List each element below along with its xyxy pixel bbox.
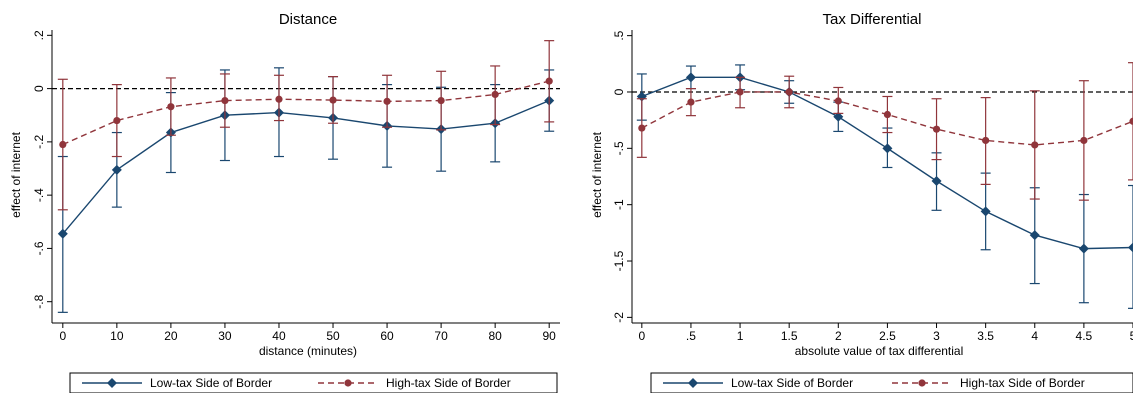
y-tick-label: -.5 <box>612 141 626 155</box>
legend-label: High-tax Side of Border <box>386 376 511 390</box>
y-tick-label: .2 <box>32 30 46 40</box>
data-point-diamond <box>882 143 893 154</box>
data-point-circle <box>1031 141 1039 149</box>
y-tick-label: -.6 <box>32 241 46 255</box>
data-point-circle <box>736 88 744 96</box>
x-tick-label: 0 <box>638 329 645 343</box>
x-tick-label: 1.5 <box>781 329 798 343</box>
legend-label: Low-tax Side of Border <box>150 376 272 390</box>
y-tick-label: -.8 <box>32 294 46 308</box>
series-low-tax <box>57 67 555 313</box>
y-tick-label: -2 <box>612 312 626 323</box>
data-point-circle <box>221 96 229 105</box>
x-tick-label: 90 <box>543 329 557 343</box>
data-point-circle <box>834 97 842 105</box>
chart-panel-1: Distance -.8 -.6 -.4 -.2 0 .2 0 10 20 30 40 50 60 70 80… <box>9 11 560 393</box>
data-point-circle <box>437 96 445 105</box>
chart-title: Tax Differential <box>823 11 922 28</box>
chart-panel-2: Tax Differential -2 -1.5 -1 -.5 0 .5 0 .5 1 1.5 2 2.… <box>590 11 1133 393</box>
x-tick-label: 2 <box>835 329 842 343</box>
y-tick-label: -.2 <box>32 135 46 149</box>
x-tick-label: 0 <box>59 329 66 343</box>
y-tick-label: 0 <box>32 85 46 92</box>
x-tick-label: 20 <box>164 329 178 343</box>
data-point-circle <box>59 140 67 149</box>
y-tick-label: -.4 <box>32 188 46 202</box>
data-point-circle <box>687 98 695 106</box>
series-line <box>62 99 550 235</box>
data-point-diamond <box>980 206 991 217</box>
y-tick-label: -1.5 <box>612 250 626 271</box>
data-point-circle <box>883 110 892 119</box>
data-point-circle <box>638 124 646 132</box>
series-low-tax <box>636 64 1133 309</box>
data-point-circle <box>491 90 499 99</box>
data-point-diamond <box>57 228 68 239</box>
data-point-circle <box>383 97 391 105</box>
data-point-circle <box>545 77 553 85</box>
y-tick-label: -1 <box>612 199 626 210</box>
legend-marker-diamond <box>107 378 117 388</box>
y-axis-label: effect of internet <box>9 131 23 218</box>
x-tick-label: 80 <box>488 329 502 343</box>
x-tick-label: .5 <box>686 329 696 343</box>
data-point-diamond <box>1128 242 1133 253</box>
legend-marker-diamond <box>688 378 698 388</box>
legend: Low-tax Side of Border High-tax Side of B… <box>650 372 1133 393</box>
data-point-circle <box>785 88 793 96</box>
data-point-circle <box>1080 136 1088 145</box>
series-line <box>62 80 550 146</box>
data-point-circle <box>113 116 121 125</box>
x-tick-label: 70 <box>434 329 448 343</box>
data-point-circle <box>167 103 175 111</box>
series-high-tax <box>57 40 555 211</box>
x-tick-label: 60 <box>380 329 394 343</box>
chart-title: Distance <box>279 11 337 28</box>
legend-box <box>69 372 558 393</box>
data-point-circle <box>932 125 941 133</box>
x-tick-label: 2.5 <box>879 329 896 343</box>
x-tick-label: 10 <box>110 329 124 343</box>
data-point-circle <box>1129 117 1133 125</box>
y-axis-label: effect of internet <box>590 131 604 218</box>
x-tick-label: 1 <box>737 329 744 343</box>
data-point-circle <box>982 136 990 145</box>
x-tick-label: 50 <box>326 329 340 343</box>
x-tick-label: 5 <box>1130 329 1133 343</box>
x-tick-label: 3 <box>933 329 940 343</box>
y-tick-label: .5 <box>612 30 626 40</box>
data-point-diamond <box>833 111 844 122</box>
x-axis-label: distance (minutes) <box>259 344 357 358</box>
data-point-diamond <box>931 176 942 187</box>
legend-label: Low-tax Side of Border <box>731 376 853 390</box>
y-tick-label: 0 <box>612 88 626 95</box>
x-axis-label: absolute value of tax differential <box>795 344 964 358</box>
legend-marker-circle <box>344 379 352 387</box>
legend-marker-circle <box>918 379 926 387</box>
data-point-diamond <box>1029 230 1040 241</box>
x-tick-label: 30 <box>218 329 232 343</box>
x-tick-label: 4.5 <box>1076 329 1093 343</box>
series-high-tax <box>636 62 1133 201</box>
x-tick-label: 4 <box>1031 329 1038 343</box>
legend-label: High-tax Side of Border <box>960 376 1085 390</box>
data-point-diamond <box>1078 243 1089 254</box>
x-tick-label: 40 <box>272 329 286 343</box>
legend: Low-tax Side of Border High-tax Side of B… <box>69 372 558 393</box>
x-tick-label: 3.5 <box>977 329 994 343</box>
data-point-diamond <box>685 72 696 83</box>
data-point-diamond <box>111 164 122 175</box>
data-point-circle <box>329 96 337 104</box>
data-point-circle <box>275 95 283 103</box>
